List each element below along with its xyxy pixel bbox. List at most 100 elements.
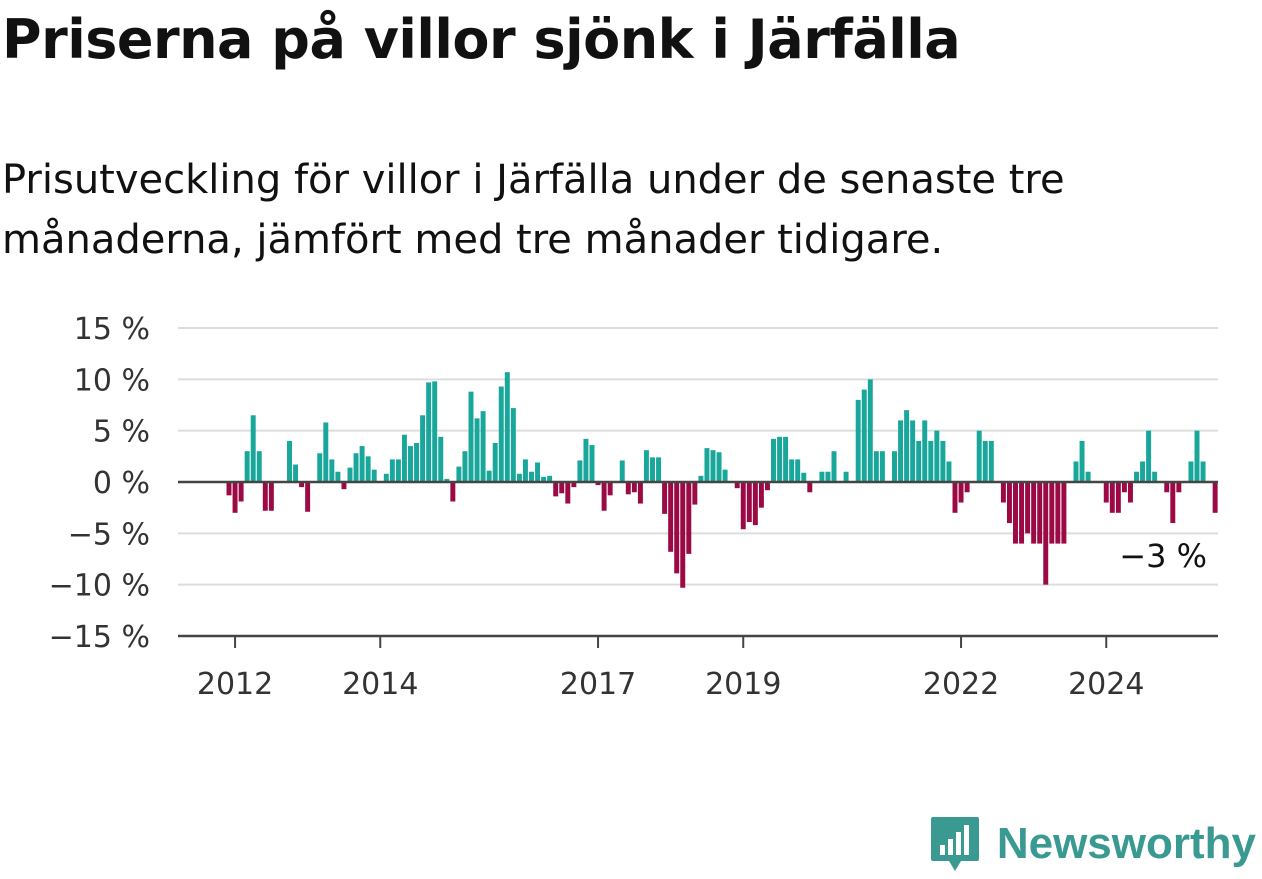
bar	[317, 453, 323, 482]
bar	[1194, 430, 1200, 482]
bar	[952, 482, 958, 513]
bar	[904, 410, 910, 482]
bar	[408, 446, 413, 482]
bar	[855, 399, 861, 482]
bar	[934, 430, 940, 482]
bar	[323, 422, 329, 482]
y-axis: 15 % 10 % 5 % 0 % −5 % −10 % −15 %	[49, 312, 150, 655]
bar	[892, 451, 897, 482]
bar	[365, 456, 371, 482]
bar	[456, 466, 462, 482]
bar	[1061, 482, 1067, 544]
x-tick-label: 2022	[923, 667, 999, 702]
bar	[474, 418, 480, 482]
y-tick-label: 0 %	[93, 466, 150, 501]
bar	[601, 482, 607, 511]
bar	[668, 482, 674, 552]
bar	[637, 482, 643, 504]
bar	[480, 411, 486, 482]
bar	[462, 451, 468, 482]
bar	[910, 420, 916, 482]
bar	[1025, 482, 1031, 534]
bar	[692, 482, 698, 505]
bar	[287, 440, 292, 482]
bar	[795, 459, 801, 482]
bar	[1188, 461, 1194, 482]
bar-chart-bubble-icon	[930, 817, 979, 871]
x-tick-label: 2012	[197, 667, 273, 702]
bar	[807, 482, 813, 493]
bar	[1055, 482, 1061, 544]
bar	[861, 389, 867, 482]
bar	[631, 482, 637, 493]
chart-subtitle: Prisutveckling för villor i Järfälla und…	[2, 157, 1065, 263]
x-tick-label: 2019	[705, 667, 781, 702]
bar	[607, 482, 613, 496]
bar	[619, 460, 625, 482]
bar	[1212, 482, 1218, 513]
bar	[438, 436, 444, 482]
bar	[1121, 482, 1127, 493]
bar	[1013, 482, 1018, 544]
bar	[1103, 482, 1109, 503]
bar	[710, 450, 716, 482]
bar	[1079, 440, 1085, 482]
bar	[843, 471, 849, 482]
bar	[232, 482, 238, 513]
bar	[722, 469, 728, 482]
bar	[1085, 471, 1091, 482]
bar	[1140, 461, 1146, 482]
bar	[783, 436, 789, 482]
bar	[698, 475, 704, 482]
bar	[238, 482, 244, 502]
bar	[1170, 482, 1176, 524]
bar	[958, 482, 964, 503]
y-tick-label: 10 %	[74, 363, 150, 398]
bar	[432, 381, 438, 482]
bar	[1146, 430, 1152, 482]
bar	[916, 440, 922, 482]
bar	[819, 471, 825, 482]
bar	[371, 469, 377, 482]
bar	[777, 436, 783, 482]
chart-title: Priserna på villor sjönk i Järfälla	[2, 8, 961, 71]
bar	[553, 482, 559, 497]
y-tick-label: −5 %	[68, 517, 150, 552]
bar	[510, 408, 516, 482]
gridlines	[178, 327, 1218, 586]
bar	[879, 451, 885, 482]
bar	[898, 420, 904, 482]
x-tick-label: 2014	[342, 667, 418, 702]
bar	[1127, 482, 1133, 503]
bar	[256, 451, 262, 482]
bar	[758, 482, 764, 508]
bar	[1049, 482, 1055, 544]
bar	[293, 464, 299, 482]
bar	[589, 445, 595, 482]
bar	[771, 438, 776, 482]
x-tick-label: 2017	[560, 667, 636, 702]
bar	[801, 472, 807, 482]
bar	[764, 482, 770, 491]
bar	[335, 471, 341, 482]
bar-chart: 15 %10 %5 %0 %−5 %−10 %−15 % 2012 2014 201…	[49, 312, 1218, 702]
bar	[389, 459, 395, 482]
bar	[1164, 482, 1170, 493]
bar	[329, 459, 335, 482]
bar	[583, 438, 589, 482]
bar	[740, 482, 746, 530]
bar	[498, 386, 504, 482]
bar	[347, 467, 353, 482]
bar	[395, 459, 401, 482]
bar	[946, 461, 952, 482]
bar	[383, 473, 389, 482]
bar	[1134, 471, 1139, 482]
bar	[492, 442, 498, 482]
bar	[250, 415, 256, 482]
bar	[1000, 482, 1006, 503]
bar	[414, 442, 420, 482]
bar	[305, 482, 311, 512]
bar	[1109, 482, 1115, 513]
bar	[565, 482, 571, 504]
bar	[656, 457, 662, 482]
